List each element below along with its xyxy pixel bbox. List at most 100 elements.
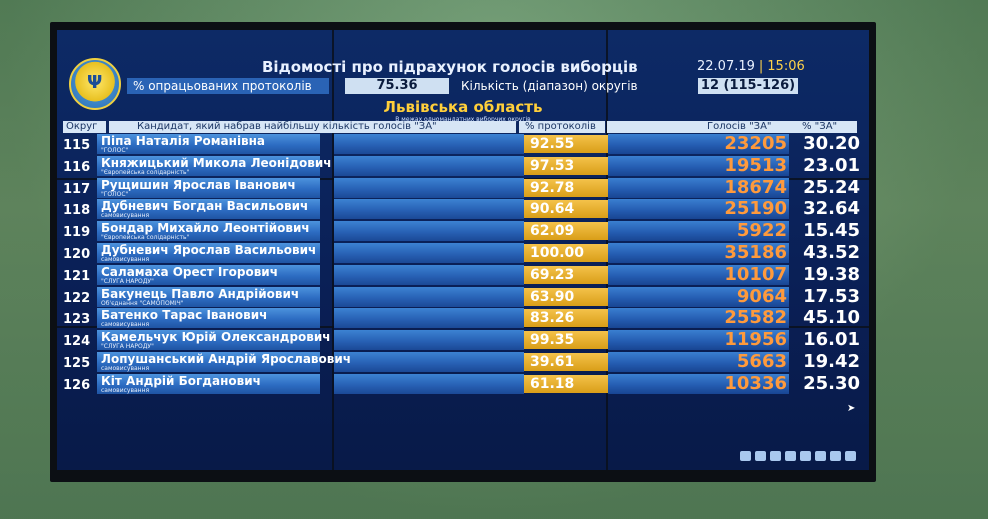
name-bar bbox=[97, 155, 320, 176]
page-dot[interactable] bbox=[830, 451, 841, 461]
candidate-party: самовисування bbox=[101, 212, 150, 220]
votes-percent: 19.38 bbox=[803, 263, 860, 285]
name-bar-extension bbox=[334, 264, 524, 285]
mouse-cursor-icon: ➤ bbox=[847, 403, 856, 414]
page-dot[interactable] bbox=[755, 451, 766, 461]
table-row: 121 Саламаха Орест Ігорович "СЛУГА НАРОД… bbox=[60, 263, 860, 285]
page-dot[interactable] bbox=[785, 451, 796, 461]
column-header-candidate: Кандидат, який набрав найбільшу кількіст… bbox=[109, 121, 516, 133]
votes-bar bbox=[608, 308, 789, 329]
table-row: 122 Бакунець Павло Андрійович Об'єднання… bbox=[60, 286, 860, 307]
protocols-percent: 100.00 bbox=[524, 244, 612, 262]
votes-bar bbox=[608, 134, 789, 154]
column-header-okrug: Округ bbox=[63, 121, 106, 133]
name-bar bbox=[97, 134, 320, 154]
districts-value: 12 (115-126) bbox=[698, 78, 798, 94]
candidate-party: самовисування bbox=[101, 386, 150, 394]
candidate-party: "СЛУГА НАРОДУ" bbox=[101, 343, 154, 351]
protocols-percent: 39.61 bbox=[524, 353, 612, 371]
table-row: 125 Лопушанський Андрій Ярославович само… bbox=[60, 351, 860, 372]
protocols-percent: 61.18 bbox=[524, 374, 612, 393]
name-bar-extension bbox=[334, 199, 524, 220]
table-row: 116 Княжицький Микола Леонідович "Європе… bbox=[60, 154, 860, 176]
name-bar-extension bbox=[334, 286, 524, 307]
name-bar-extension bbox=[334, 308, 524, 329]
name-bar-extension bbox=[334, 330, 524, 351]
page-dot[interactable] bbox=[740, 451, 751, 461]
votes-percent: 43.52 bbox=[803, 242, 860, 263]
okrug-number: 115 bbox=[63, 138, 91, 153]
table-row: 123 Батенко Тарас Іванович самовисування… bbox=[60, 307, 860, 329]
table-row: 118 Дубневич Богдан Васильович самовисув… bbox=[60, 198, 860, 220]
votes-percent: 19.42 bbox=[803, 351, 860, 372]
column-header-protocols: % протоколів bbox=[519, 121, 605, 133]
datetime-separator: | bbox=[758, 59, 764, 74]
okrug-number: 122 bbox=[63, 290, 91, 306]
column-header-votes-area: Голосів "ЗА" % "ЗА" bbox=[607, 121, 857, 133]
candidate-party: "СЛУГА НАРОДУ" bbox=[101, 277, 154, 285]
name-bar bbox=[97, 221, 320, 242]
votes-bar bbox=[608, 286, 789, 307]
votes-count: 11956 bbox=[724, 329, 787, 351]
candidate-name: Піпа Наталія Романівна bbox=[101, 134, 266, 148]
page-title: Відомості про підрахунок голосів виборці… bbox=[262, 58, 638, 76]
votes-count: 35186 bbox=[724, 242, 787, 263]
candidate-party: самовисування bbox=[101, 256, 150, 263]
candidate-name: Камельчук Юрій Олександрович bbox=[101, 330, 331, 345]
name-bar-extension bbox=[334, 134, 524, 154]
region-title: Львівська область bbox=[383, 98, 543, 116]
votes-percent: 25.24 bbox=[803, 176, 860, 198]
page-dot[interactable] bbox=[800, 451, 811, 461]
okrug-number: 116 bbox=[63, 159, 91, 175]
okrug-number: 120 bbox=[63, 247, 91, 262]
candidate-name: Лопушанський Андрій Ярославович bbox=[101, 352, 352, 366]
name-bar bbox=[97, 352, 320, 372]
votes-count: 19513 bbox=[724, 154, 787, 176]
votes-count: 18674 bbox=[724, 176, 787, 198]
name-bar bbox=[97, 264, 320, 285]
page-dot[interactable] bbox=[845, 451, 856, 461]
candidate-name: Саламаха Орест Ігорович bbox=[101, 264, 278, 279]
candidate-party: Об'єднання "САМОПОМІЧ" bbox=[101, 299, 184, 307]
column-header-pct-za: % "ЗА" bbox=[802, 121, 838, 132]
name-bar bbox=[97, 286, 320, 307]
protocols-percent: 62.09 bbox=[524, 222, 612, 241]
votes-bar bbox=[608, 373, 789, 394]
votes-percent: 32.64 bbox=[803, 198, 860, 220]
candidate-name: Бакунець Павло Андрійович bbox=[101, 286, 300, 301]
votes-count: 25582 bbox=[724, 307, 787, 329]
votes-percent: 45.10 bbox=[803, 307, 860, 329]
name-bar-extension bbox=[334, 243, 524, 263]
votes-bar bbox=[608, 199, 789, 220]
name-bar bbox=[97, 330, 320, 351]
okrug-number: 124 bbox=[63, 334, 91, 350]
votes-bar bbox=[608, 221, 789, 242]
protocols-percent: 92.78 bbox=[524, 178, 612, 197]
votes-count: 10336 bbox=[724, 372, 787, 394]
votes-bar bbox=[608, 243, 789, 263]
protocols-percent: 99.35 bbox=[524, 331, 612, 350]
time-text: 15:06 bbox=[767, 59, 805, 74]
votes-count: 25190 bbox=[724, 198, 787, 220]
candidate-name: Рущишин Ярослав Іванович bbox=[101, 177, 296, 192]
okrug-number: 117 bbox=[63, 181, 91, 197]
candidate-party: самовисування bbox=[101, 365, 150, 372]
okrug-number: 126 bbox=[63, 377, 91, 393]
name-bar bbox=[97, 243, 320, 263]
name-bar-extension bbox=[334, 352, 524, 372]
page-dot[interactable] bbox=[815, 451, 826, 461]
votes-percent: 16.01 bbox=[803, 329, 860, 351]
results-screen: Ψ Відомості про підрахунок голосів вибор… bbox=[57, 30, 869, 470]
candidate-name: Бондар Михайло Леонтійович bbox=[101, 221, 310, 236]
page-dot[interactable] bbox=[770, 451, 781, 461]
region-subtitle: В межах одномандатних виборчих округів bbox=[395, 116, 531, 123]
name-bar bbox=[97, 199, 320, 220]
table-row: 119 Бондар Михайло Леонтійович "Європейс… bbox=[60, 220, 860, 242]
name-bar bbox=[97, 308, 320, 329]
votes-count: 10107 bbox=[724, 263, 787, 285]
protocols-percent: 97.53 bbox=[524, 156, 612, 175]
districts-label: Кількість (діапазон) округів bbox=[461, 79, 638, 93]
candidate-name: Дубневич Ярослав Васильович bbox=[101, 243, 317, 257]
datetime: 22.07.19 | 15:06 bbox=[697, 59, 805, 74]
okrug-number: 119 bbox=[63, 225, 91, 241]
